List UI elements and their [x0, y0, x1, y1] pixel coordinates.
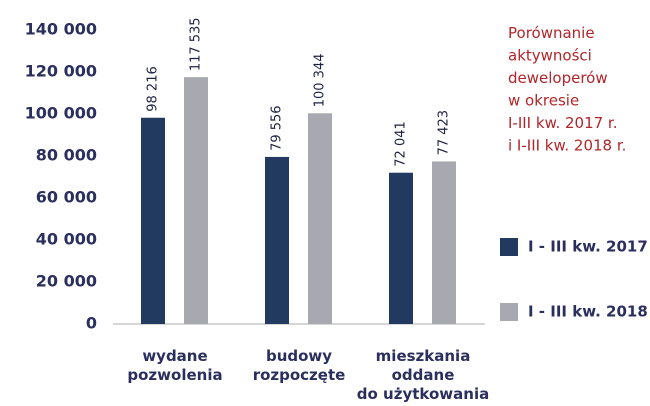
legend-swatch	[500, 238, 518, 256]
value-label: 72 041	[394, 121, 409, 167]
y-tick-label: 80 000	[36, 146, 97, 165]
legend-label: I - III kw. 2018	[528, 303, 648, 321]
value-label: 98 216	[146, 66, 161, 112]
bar	[432, 161, 456, 324]
x-tick-label: budowy rozpoczęte	[253, 347, 346, 384]
legend-swatch	[500, 303, 518, 321]
value-label: 100 344	[313, 54, 328, 108]
x-tick-label: wydane pozwolenia	[127, 347, 222, 384]
y-tick-label: 120 000	[25, 62, 97, 81]
legend-label: I - III kw. 2017	[528, 238, 648, 256]
value-label: 79 556	[270, 105, 285, 151]
chart-title: Porównanie aktywności deweloperów w okresie…	[508, 24, 626, 155]
bar	[308, 113, 332, 324]
y-tick-label: 60 000	[36, 188, 97, 207]
bar	[141, 117, 165, 324]
y-tick-label: 0	[86, 314, 97, 333]
bar	[265, 156, 289, 324]
y-tick-label: 40 000	[36, 230, 97, 249]
y-tick-label: 20 000	[36, 272, 97, 291]
bar	[389, 172, 413, 324]
bar	[184, 77, 208, 324]
y-tick-label: 100 000	[25, 104, 97, 123]
value-label: 77 423	[437, 110, 452, 156]
value-label: 117 535	[189, 17, 204, 71]
y-tick-label: 140 000	[25, 20, 97, 39]
x-tick-label: mieszkania oddane do użytkowania	[357, 347, 489, 403]
